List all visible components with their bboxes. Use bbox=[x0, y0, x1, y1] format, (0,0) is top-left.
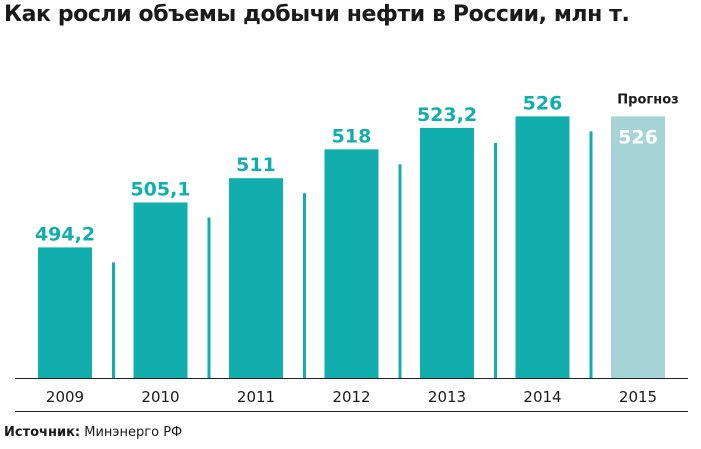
x-tick-label-2014: 2014 bbox=[523, 388, 561, 406]
bar-2010 bbox=[133, 202, 188, 378]
bar-separator bbox=[398, 164, 402, 378]
value-label-2010: 505,1 bbox=[130, 178, 190, 200]
bar-separator bbox=[112, 262, 115, 378]
x-tick-label-2012: 2012 bbox=[332, 388, 370, 406]
x-tick-label-2011: 2011 bbox=[237, 388, 275, 406]
forecast-bar-2015 bbox=[611, 116, 665, 378]
bar-separator bbox=[494, 142, 497, 378]
source-label: Источник: bbox=[4, 425, 81, 440]
value-label-2013: 523,2 bbox=[417, 104, 477, 126]
bar-2014 bbox=[515, 116, 570, 378]
bar-2011 bbox=[229, 178, 283, 378]
bar-chart: 494,2 2009 505,1 2010 511 2011 518 2012 523,2 201… bbox=[15, 92, 688, 412]
bar-separator bbox=[207, 217, 211, 378]
bar-separator bbox=[303, 193, 306, 378]
bar-separator bbox=[589, 131, 593, 378]
bar-2012 bbox=[324, 149, 379, 378]
x-tick-label-2010: 2010 bbox=[141, 388, 179, 406]
source-text: Минэнерго РФ bbox=[84, 425, 183, 440]
forecast-label: Прогноз bbox=[617, 92, 678, 107]
x-tick-label-2015: 2015 bbox=[619, 388, 657, 406]
x-tick-label-2013: 2013 bbox=[428, 388, 466, 406]
x-tick-label-2009: 2009 bbox=[46, 388, 84, 406]
bar-2009 bbox=[38, 247, 92, 378]
chart-title: Как росли объемы добычи нефти в России, … bbox=[4, 2, 630, 27]
value-label-2015: 526 bbox=[618, 126, 658, 148]
value-label-2012: 518 bbox=[332, 125, 372, 147]
source-note: Источник: Минэнерго РФ bbox=[4, 425, 182, 440]
value-label-2009: 494,2 bbox=[35, 223, 95, 245]
bar-2013 bbox=[420, 127, 474, 378]
value-label-2011: 511 bbox=[236, 154, 276, 176]
value-label-2014: 526 bbox=[523, 92, 563, 114]
